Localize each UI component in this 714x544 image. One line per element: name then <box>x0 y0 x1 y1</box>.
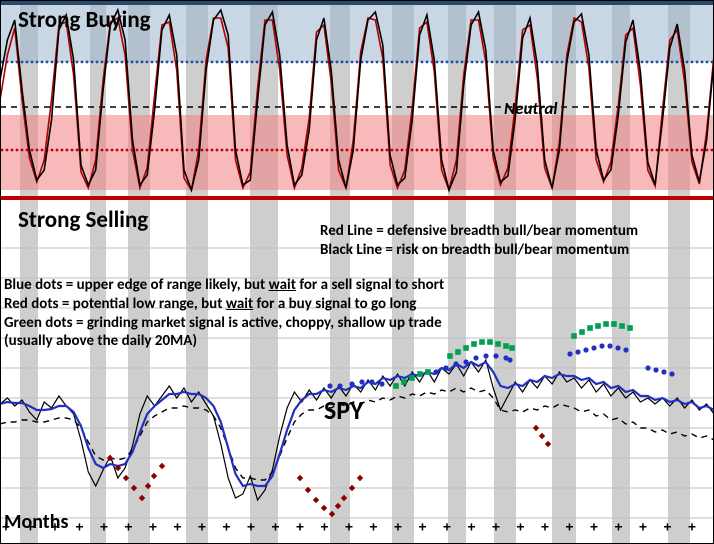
svg-text:+: + <box>492 519 500 535</box>
svg-text:+: + <box>247 519 255 535</box>
svg-text:+: + <box>149 519 157 535</box>
svg-text:+: + <box>516 519 524 535</box>
svg-text:+: + <box>320 519 328 535</box>
svg-text:+: + <box>565 519 573 535</box>
label-spy: SPY <box>324 394 363 426</box>
svg-text:+: + <box>222 519 230 535</box>
svg-text:+: + <box>418 519 426 535</box>
label-strong-selling: Strong Selling <box>18 206 148 234</box>
svg-text:+: + <box>124 519 132 535</box>
svg-text:+: + <box>75 519 83 535</box>
svg-text:+: + <box>100 519 108 535</box>
label-months: Months <box>4 510 68 534</box>
svg-text:+: + <box>394 519 402 535</box>
svg-text:+: + <box>443 519 451 535</box>
svg-text:+: + <box>467 519 475 535</box>
label-neutral: Neutral <box>504 98 558 119</box>
label-strong-buying: Strong Buying <box>18 6 151 34</box>
svg-text:+: + <box>541 519 549 535</box>
svg-text:+: + <box>614 519 622 535</box>
legend-line-colors: Red Line = defensive breadth bull/bear m… <box>320 222 638 260</box>
legend-dot-meanings: Blue dots = upper edge of range likely, … <box>4 276 444 351</box>
svg-text:+: + <box>271 519 279 535</box>
svg-text:+: + <box>173 519 181 535</box>
svg-text:+: + <box>688 519 696 535</box>
svg-text:+: + <box>198 519 206 535</box>
svg-text:+: + <box>663 519 671 535</box>
svg-text:+: + <box>590 519 598 535</box>
chart-svg: +++++++++++++++++++++++++++++ <box>0 0 714 544</box>
svg-text:+: + <box>345 519 353 535</box>
svg-text:+: + <box>296 519 304 535</box>
svg-text:+: + <box>639 519 647 535</box>
svg-text:+: + <box>369 519 377 535</box>
chart-root: +++++++++++++++++++++++++++++ Strong Buy… <box>0 0 714 544</box>
